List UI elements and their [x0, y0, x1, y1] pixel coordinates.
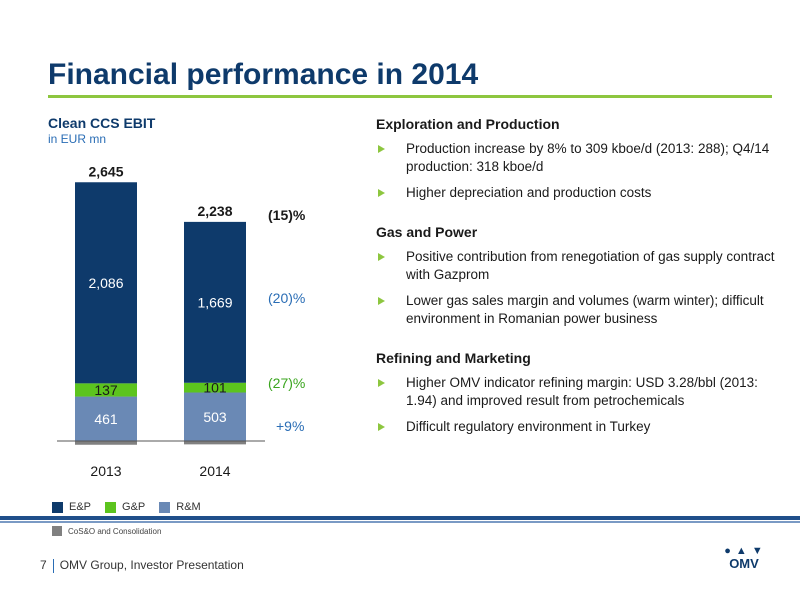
- bar-segment-gp-2014: [184, 382, 246, 393]
- omv-logo-text: OMV: [729, 556, 759, 571]
- bullet-item: Higher OMV indicator refining margin: US…: [376, 374, 776, 410]
- footer-separator: [52, 558, 54, 573]
- change-ep: (20)%: [268, 290, 306, 306]
- bullet-arrow-icon: [378, 379, 385, 387]
- section-title: Refining and Marketing: [376, 350, 531, 366]
- bullet-text: Higher depreciation and production costs: [406, 185, 652, 200]
- bullet-arrow-icon: [378, 189, 385, 197]
- change-rm: +9%: [276, 418, 305, 434]
- segment-label: 2,086: [88, 275, 123, 291]
- legend-item-ep: E&P: [52, 501, 91, 513]
- bar-segment-coso-2014: [184, 441, 246, 445]
- category-label: 2013: [90, 463, 121, 479]
- page-title: Financial performance in 2014: [48, 58, 479, 91]
- bar-segment-rm-2013: [75, 396, 137, 441]
- legend-swatch-rm: [159, 501, 171, 513]
- page-number: 7: [40, 558, 47, 572]
- segment-label: 503: [203, 409, 227, 425]
- category-label: 2014: [199, 463, 230, 479]
- bullet-item: Higher depreciation and production costs: [376, 184, 776, 202]
- legend-label-gp: G&P: [122, 501, 146, 513]
- commentary-section: Gas and Power Positive contribution from …: [376, 224, 776, 328]
- change-gp: (27)%: [268, 375, 306, 391]
- bullet-arrow-icon: [378, 423, 385, 431]
- legend-swatch-ep: [52, 501, 63, 513]
- legend-secondary: CoS&O and Consolidation: [52, 526, 161, 536]
- chart-legend: E&P G&P R&M: [52, 501, 215, 513]
- bullet-item: Positive contribution from renegotiation…: [376, 248, 776, 284]
- bullet-text: Higher OMV indicator refining margin: US…: [406, 375, 758, 408]
- section-title: Gas and Power: [376, 224, 478, 240]
- legend-item-rm: R&M: [159, 501, 201, 513]
- chart-title: Clean CCS EBIT: [48, 115, 156, 131]
- bar-segment-coso-2013: [75, 441, 137, 445]
- legend-label-ep: E&P: [69, 501, 92, 513]
- bullet-arrow-icon: [378, 297, 385, 305]
- bullet-item: Lower gas sales margin and volumes (warm…: [376, 292, 776, 328]
- segment-label: 101: [203, 380, 227, 396]
- bullet-arrow-icon: [378, 145, 385, 153]
- legend-label-rm: R&M: [176, 501, 201, 513]
- segment-label: 137: [94, 382, 118, 398]
- legend-item-gp: G&P: [105, 501, 145, 513]
- segment-label: 1,669: [197, 294, 232, 310]
- bar-segment-gp-2013: [75, 383, 137, 397]
- legend-swatch-gp: [105, 501, 117, 513]
- segment-label: 461: [94, 411, 118, 427]
- footer-line: [0, 521, 800, 523]
- legend-swatch-coso: [52, 526, 62, 536]
- bullet-text: Lower gas sales margin and volumes (warm…: [406, 293, 764, 326]
- section-title: Exploration and Production: [376, 116, 560, 132]
- bullet-text: Positive contribution from renegotiation…: [406, 249, 775, 282]
- total-label: 2,645: [88, 163, 123, 179]
- total-label: 2,238: [197, 203, 232, 219]
- bullet-item: Production increase by 8% to 309 kboe/d …: [376, 140, 776, 176]
- footer-band: [0, 516, 800, 520]
- footer-label: OMV Group, Investor Presentation: [59, 558, 244, 572]
- bullet-arrow-icon: [378, 253, 385, 261]
- commentary-section: Exploration and Production Production inc…: [376, 116, 776, 202]
- title-divider: [48, 95, 772, 98]
- footer: 7 OMV Group, Investor Presentation: [40, 558, 244, 573]
- bar-segment-ep-2013: [75, 182, 137, 384]
- change-total: (15)%: [268, 207, 306, 223]
- commentary-section: Refining and Marketing Higher OMV indicat…: [376, 350, 776, 436]
- bar-segment-rm-2014: [184, 392, 246, 441]
- omv-logo: ● ▲ ▼ OMV: [718, 545, 770, 575]
- bullet-text: Production increase by 8% to 309 kboe/d …: [406, 141, 770, 174]
- commentary-panel: Exploration and Production Production inc…: [376, 116, 776, 458]
- bullet-item: Difficult regulatory environment in Turk…: [376, 418, 776, 436]
- bar-segment-ep-2014: [184, 221, 246, 383]
- chart-subtitle: in EUR mn: [48, 132, 107, 146]
- omv-logo-mark: ● ▲ ▼: [724, 545, 764, 557]
- bullet-text: Difficult regulatory environment in Turk…: [406, 419, 651, 434]
- legend-label-coso: CoS&O and Consolidation: [68, 526, 162, 536]
